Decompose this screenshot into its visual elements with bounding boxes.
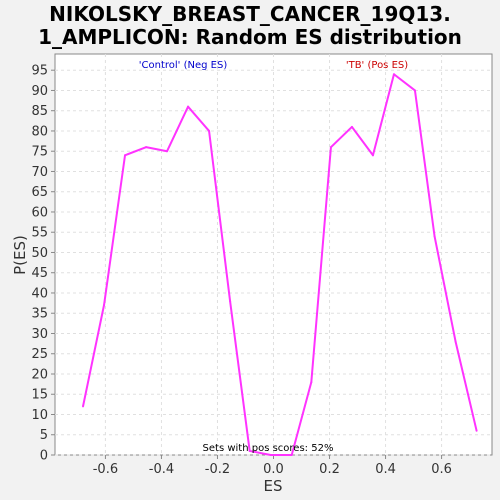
- y-tick-label: 75: [31, 145, 48, 160]
- x-tick-label: -0.2: [205, 462, 230, 477]
- y-tick-label: 50: [31, 246, 48, 261]
- x-tick-label: 0.6: [431, 462, 452, 477]
- pos-scores-note: Sets with pos scores: 52%: [203, 443, 334, 454]
- data-point: [329, 146, 332, 149]
- data-point: [433, 235, 436, 238]
- y-axis-label: P(ES): [11, 235, 29, 275]
- y-tick-label: 30: [31, 327, 48, 342]
- x-tick-label: 0.2: [319, 462, 340, 477]
- axes: 0 5 10 15 20 25 30 35 40 45 50 55 60 65 70 75 80 85 90 95 -0…: [31, 64, 451, 477]
- grid: [55, 54, 492, 456]
- x-tick-label: -0.4: [149, 462, 174, 477]
- data-point: [145, 146, 148, 149]
- data-point: [454, 340, 457, 343]
- y-tick-label: 10: [31, 408, 48, 423]
- y-tick-label: 60: [31, 205, 48, 220]
- y-tick-label: 85: [31, 104, 48, 119]
- y-tick-label: 55: [31, 226, 48, 241]
- y-tick-label: 65: [31, 185, 48, 200]
- y-tick-label: 15: [31, 388, 48, 403]
- data-point: [475, 429, 478, 432]
- data-point: [290, 454, 293, 456]
- y-tick-label: 0: [40, 449, 48, 464]
- x-tick-label: -0.6: [93, 462, 118, 477]
- data-point: [82, 405, 85, 408]
- data-point: [229, 300, 232, 303]
- data-point: [124, 154, 127, 157]
- chart-title-line-1: NIKOLSKY_BREAST_CANCER_19Q13.: [49, 2, 451, 26]
- data-point: [103, 304, 106, 307]
- control-neg-es-label: 'Control' (Neg ES): [139, 60, 228, 71]
- y-tick-label: 90: [31, 84, 48, 99]
- data-point: [166, 150, 169, 153]
- y-tick-label: 25: [31, 347, 48, 362]
- tb-pos-es-label: 'TB' (Pos ES): [346, 60, 408, 71]
- y-tick-label: 5: [40, 428, 48, 443]
- data-point: [392, 73, 395, 76]
- data-point: [269, 454, 272, 456]
- y-tick-label: 40: [31, 286, 48, 301]
- data-point: [371, 154, 374, 157]
- data-point: [413, 89, 416, 92]
- x-axis-label: ES: [264, 477, 283, 495]
- series-layer: [82, 73, 478, 456]
- y-tick-label: 80: [31, 124, 48, 139]
- y-tick-label: 20: [31, 367, 48, 382]
- y-tick-label: 45: [31, 266, 48, 281]
- data-point: [208, 129, 211, 132]
- y-tick-label: 70: [31, 165, 48, 180]
- data-point: [187, 105, 190, 108]
- data-point: [248, 449, 251, 452]
- y-tick-label: 95: [31, 64, 48, 79]
- data-point: [310, 381, 313, 384]
- x-tick-label: 0.4: [375, 462, 396, 477]
- x-tick-label: 0.0: [263, 462, 284, 477]
- data-point: [350, 125, 353, 128]
- y-tick-label: 35: [31, 307, 48, 322]
- chart-title-line-2: 1_AMPLICON: Random ES distribution: [38, 25, 462, 49]
- es-distribution-line: [82, 73, 478, 456]
